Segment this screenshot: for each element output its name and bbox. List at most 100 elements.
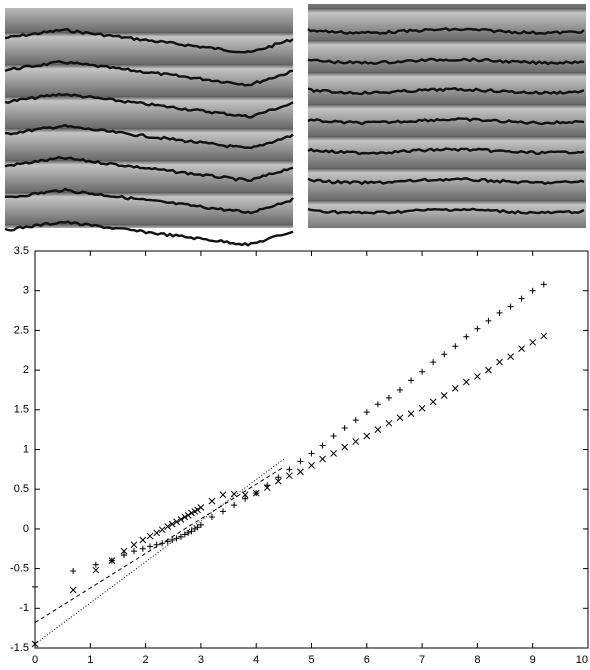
- point: [177, 533, 184, 540]
- point: [385, 394, 392, 401]
- point: [485, 317, 492, 324]
- point: [374, 426, 382, 434]
- point: [188, 509, 195, 517]
- point: [385, 419, 393, 427]
- point: [159, 540, 166, 547]
- point: [407, 410, 415, 418]
- plot-frame: [34, 250, 589, 649]
- surface-line: [307, 147, 585, 156]
- point: [139, 536, 147, 544]
- point: [130, 541, 138, 549]
- y-tick-label: 2: [23, 364, 29, 376]
- y-tick-label: 1.5: [14, 404, 29, 416]
- point: [441, 351, 448, 358]
- point: [496, 358, 503, 366]
- point: [70, 567, 77, 574]
- y-tick-label: -1: [19, 602, 29, 614]
- point: [275, 474, 282, 481]
- point: [92, 561, 99, 568]
- point: [540, 281, 547, 288]
- point: [540, 332, 548, 340]
- point: [185, 529, 192, 536]
- point: [146, 532, 154, 540]
- x-tick-label: 0: [32, 654, 38, 666]
- point: [181, 513, 189, 521]
- y-tick-label: -0.5: [10, 563, 29, 575]
- surface-line: [307, 27, 585, 36]
- point: [168, 520, 176, 528]
- point: [32, 583, 38, 590]
- point: [108, 557, 116, 565]
- y-tick-label: 2.5: [14, 324, 29, 336]
- point: [263, 484, 271, 491]
- x-tick-label: 3: [198, 654, 204, 666]
- x-tick-label: 5: [308, 654, 314, 666]
- point: [130, 548, 137, 555]
- point: [286, 472, 293, 480]
- point: [139, 545, 146, 552]
- x-tick-label: 8: [474, 654, 480, 666]
- point: [121, 552, 128, 559]
- point: [208, 513, 215, 520]
- point: [241, 491, 249, 499]
- point: [418, 404, 426, 412]
- point: [440, 392, 448, 399]
- point: [181, 531, 188, 538]
- point: [507, 303, 514, 310]
- point: [451, 385, 459, 392]
- y-tick-label: 3: [23, 285, 29, 297]
- point: [197, 504, 205, 511]
- point: [297, 458, 304, 465]
- x-tick-label: 4: [253, 654, 259, 666]
- point: [529, 338, 537, 346]
- fit-line: [34, 458, 285, 645]
- point: [164, 538, 171, 545]
- surface-line: [307, 117, 585, 126]
- point: [208, 497, 216, 505]
- point: [188, 528, 195, 535]
- point: [31, 640, 39, 648]
- surface-line: [4, 220, 294, 247]
- point: [452, 343, 459, 350]
- point: [219, 491, 227, 499]
- point: [120, 547, 128, 555]
- y-tick-label: 0: [23, 523, 29, 535]
- point: [363, 432, 371, 440]
- point: [341, 425, 348, 432]
- point: [197, 521, 204, 528]
- point: [419, 368, 426, 375]
- x-tick-label: 10: [576, 654, 588, 666]
- point: [169, 537, 176, 544]
- surface-line: [307, 57, 585, 66]
- point: [194, 506, 201, 514]
- point: [319, 442, 326, 449]
- point: [92, 566, 100, 574]
- point: [220, 508, 227, 515]
- point: [462, 378, 470, 386]
- point: [341, 443, 349, 451]
- point: [153, 541, 160, 548]
- surface-line: [4, 60, 294, 87]
- point: [463, 333, 470, 340]
- x-tick-label: 9: [530, 654, 536, 666]
- point: [69, 586, 77, 594]
- point: [231, 502, 238, 509]
- point: [319, 455, 326, 463]
- y-tick-label: 1: [23, 443, 29, 455]
- point: [408, 377, 415, 384]
- point: [173, 535, 180, 542]
- point: [173, 518, 180, 526]
- point: [177, 516, 185, 523]
- point: [430, 359, 437, 366]
- point: [194, 524, 201, 531]
- y-tick-label: 0.5: [14, 483, 29, 495]
- point: [164, 523, 172, 530]
- point: [230, 490, 238, 498]
- x-tick-label: 1: [87, 654, 93, 666]
- point: [507, 353, 514, 360]
- point: [153, 529, 161, 537]
- point: [330, 433, 337, 440]
- point: [252, 489, 260, 497]
- point: [429, 398, 437, 406]
- point: [147, 543, 154, 550]
